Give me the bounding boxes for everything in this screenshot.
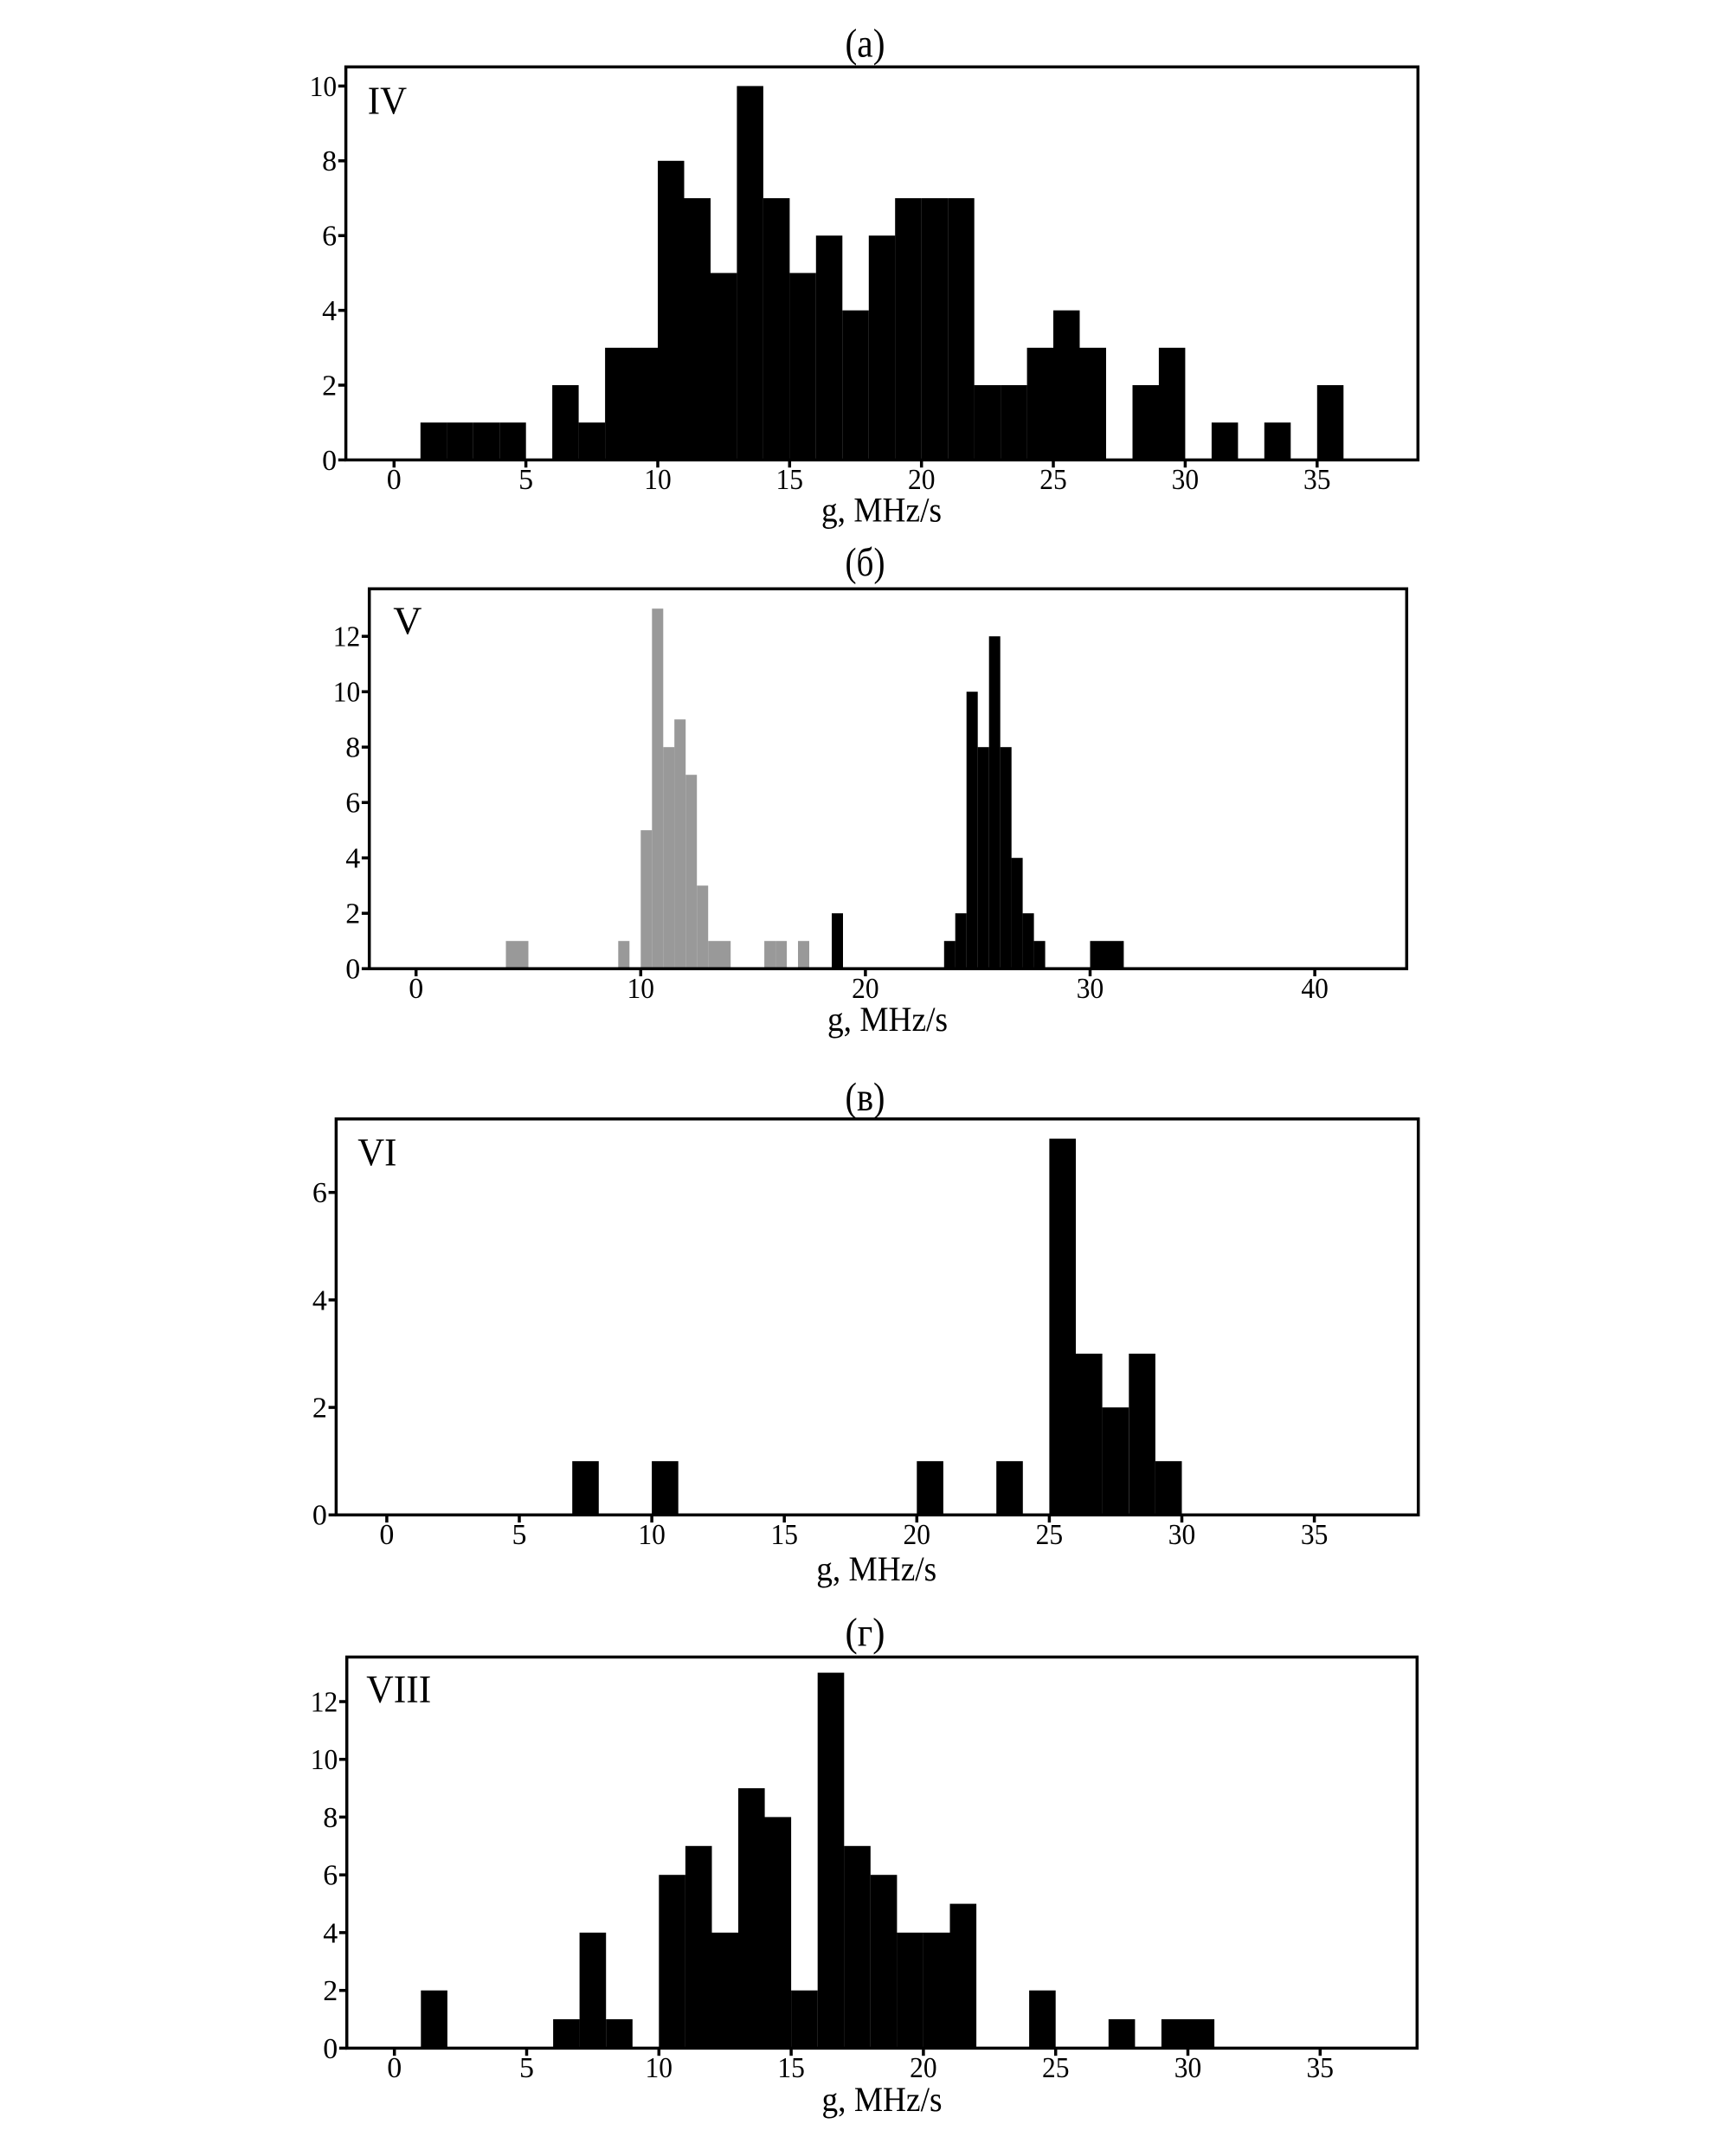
svg-text:10: 10: [310, 71, 338, 103]
svg-text:30: 30: [1174, 2052, 1202, 2084]
svg-text:35: 35: [1301, 1519, 1329, 1551]
svg-text:35: 35: [1307, 2052, 1335, 2084]
svg-text:20: 20: [910, 2052, 937, 2084]
svg-text:4: 4: [312, 1284, 327, 1316]
svg-text:5: 5: [512, 1519, 527, 1551]
svg-text:15: 15: [777, 2052, 805, 2084]
svg-text:2: 2: [312, 1393, 327, 1425]
svg-text:10: 10: [644, 464, 672, 496]
svg-text:25: 25: [1039, 464, 1067, 496]
svg-text:8: 8: [345, 732, 360, 764]
svg-text:(в): (в): [846, 1075, 885, 1120]
svg-text:40: 40: [1301, 973, 1329, 1005]
svg-text:15: 15: [776, 464, 804, 496]
svg-text:0: 0: [312, 1500, 327, 1532]
svg-text:0: 0: [345, 954, 360, 986]
svg-text:25: 25: [1042, 2052, 1070, 2084]
svg-text:15: 15: [770, 1519, 798, 1551]
svg-text:20: 20: [908, 464, 936, 496]
svg-text:35: 35: [1303, 464, 1331, 496]
svg-text:30: 30: [1172, 464, 1200, 496]
svg-text:10: 10: [311, 1744, 338, 1776]
svg-text:12: 12: [333, 621, 361, 653]
svg-text:(б): (б): [846, 540, 885, 585]
svg-text:0: 0: [387, 2052, 402, 2084]
svg-text:10: 10: [333, 677, 361, 709]
svg-text:0: 0: [409, 973, 423, 1005]
svg-text:20: 20: [904, 1519, 931, 1551]
svg-text:(г): (г): [846, 1610, 885, 1655]
svg-text:4: 4: [323, 1917, 338, 1949]
svg-text:5: 5: [519, 2052, 534, 2084]
svg-text:12: 12: [311, 1686, 338, 1718]
svg-text:g, MHz/s: g, MHz/s: [821, 490, 942, 529]
svg-text:(а): (а): [846, 21, 885, 66]
svg-text:2: 2: [323, 1975, 338, 2007]
svg-text:0: 0: [387, 464, 402, 496]
svg-text:IV: IV: [368, 78, 407, 122]
svg-text:5: 5: [518, 464, 533, 496]
svg-text:0: 0: [322, 445, 337, 477]
svg-text:4: 4: [322, 295, 337, 327]
svg-text:V: V: [393, 599, 421, 643]
svg-text:6: 6: [322, 221, 337, 253]
svg-text:2: 2: [345, 898, 360, 930]
svg-text:8: 8: [323, 1802, 338, 1834]
svg-text:0: 0: [323, 2033, 338, 2065]
svg-text:8: 8: [322, 145, 337, 177]
svg-text:25: 25: [1036, 1519, 1064, 1551]
svg-text:VIII: VIII: [366, 1668, 431, 1711]
svg-text:0: 0: [379, 1519, 394, 1551]
svg-text:2: 2: [322, 370, 337, 402]
svg-text:10: 10: [627, 973, 655, 1005]
svg-text:g, MHz/s: g, MHz/s: [827, 1000, 948, 1039]
svg-text:VI: VI: [357, 1129, 396, 1174]
svg-text:20: 20: [852, 973, 879, 1005]
svg-text:4: 4: [345, 843, 360, 875]
svg-text:10: 10: [646, 2052, 673, 2084]
svg-text:g, MHz/s: g, MHz/s: [816, 1549, 936, 1588]
svg-text:g, MHz/s: g, MHz/s: [822, 2080, 943, 2119]
svg-text:10: 10: [638, 1519, 666, 1551]
svg-text:30: 30: [1168, 1519, 1196, 1551]
svg-text:6: 6: [323, 1860, 338, 1892]
svg-text:6: 6: [345, 788, 360, 820]
svg-text:6: 6: [312, 1177, 327, 1209]
svg-text:30: 30: [1077, 973, 1104, 1005]
